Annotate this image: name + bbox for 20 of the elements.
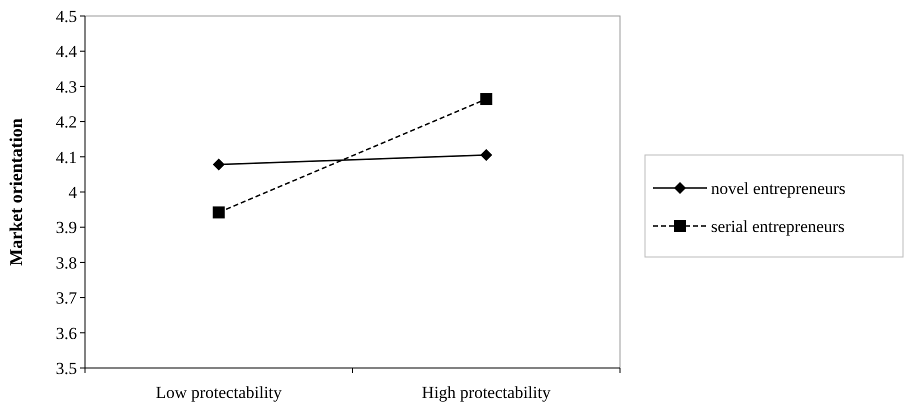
y-tick-label: 3.6	[56, 324, 77, 343]
y-tick-label: 4.5	[56, 6, 77, 26]
y-tick-label: 3.9	[56, 218, 77, 238]
x-tick-label: High protectability	[422, 383, 552, 402]
y-tick-label: 4.2	[56, 112, 77, 132]
legend-label: serial entrepreneurs	[711, 216, 845, 236]
y-tick-label: 4.3	[56, 77, 77, 96]
y-tick-label: 3.7	[56, 288, 78, 308]
legend-label: novel entrepreneurs	[711, 178, 846, 198]
x-tick-label: Low protectability	[156, 383, 282, 402]
y-tick-label: 4.4	[56, 42, 78, 62]
y-tick-label: 4.1	[56, 148, 77, 167]
point	[480, 149, 492, 162]
point	[212, 206, 225, 218]
point	[212, 158, 225, 171]
y-axis-title: Market orientation	[6, 118, 26, 266]
point	[480, 93, 492, 106]
y-tick-label: 3.8	[56, 253, 77, 272]
y-tick-label: 4	[68, 182, 78, 202]
y-tick-label: 3.5	[56, 358, 77, 378]
